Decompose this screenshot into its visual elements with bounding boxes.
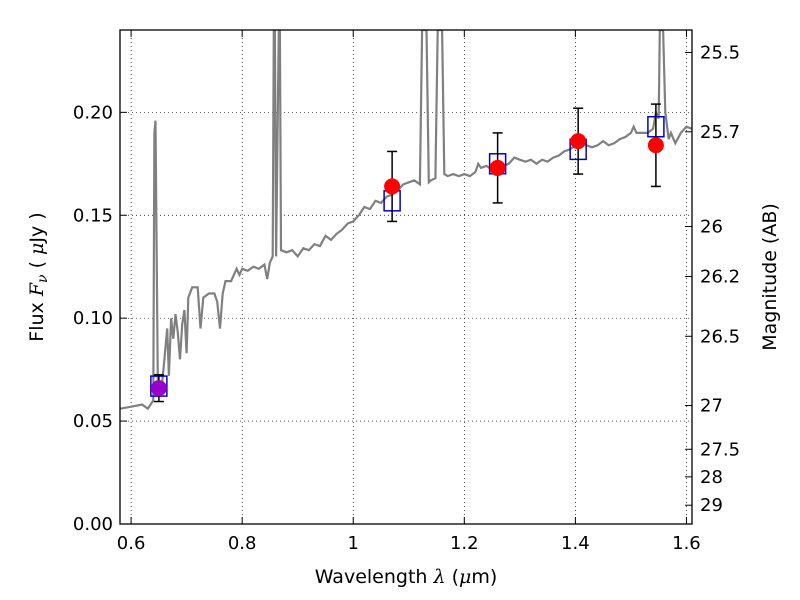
x-axis-label: Wavelength λ (μm)	[315, 566, 498, 588]
y2-tick-label: 25.7	[700, 122, 740, 143]
y2-tick-label: 27.5	[700, 439, 740, 460]
y2-tick-label: 26.2	[700, 267, 740, 288]
x-tick-label: 1	[348, 533, 359, 554]
y2-tick-label: 29	[700, 495, 723, 516]
y-tick-label: 0.15	[73, 205, 113, 226]
y-axis-label: Flux Fν ( μJy )	[26, 212, 51, 341]
plot-area	[120, 30, 692, 411]
observed-photometry-point	[570, 133, 587, 150]
y2-tick-label: 27	[700, 396, 723, 417]
x-tick-label: 1.6	[672, 533, 701, 554]
model-spectrum-line	[120, 30, 692, 411]
grid-lines	[120, 30, 692, 525]
y2-axis-label: Magnitude (AB)	[759, 203, 781, 351]
y2-tick-label: 26	[700, 216, 723, 237]
axis-ticks: 0.6 0.8 1 1.2 1.4 1.6 0.00 0.05 0.10 0.15 0.20 25.5…	[73, 30, 740, 554]
x-tick-label: 1.2	[450, 533, 479, 554]
y-tick-label: 0.20	[73, 102, 113, 123]
observed-photometry-point	[150, 380, 167, 397]
observed-photometry-point	[489, 159, 506, 176]
y2-tick-label: 26.5	[700, 326, 740, 347]
y-tick-label: 0.10	[73, 308, 113, 329]
x-tick-label: 0.6	[117, 533, 146, 554]
y-tick-label: 0.00	[73, 514, 113, 535]
x-tick-label: 0.8	[228, 533, 257, 554]
y2-tick-label: 25.5	[700, 42, 740, 63]
y2-tick-label: 28	[700, 467, 723, 488]
observed-photometry-point	[384, 178, 401, 195]
x-tick-label: 1.4	[561, 533, 590, 554]
y-tick-label: 0.05	[73, 411, 113, 432]
plot-frame	[119, 29, 693, 525]
observed-photometry-point	[647, 137, 664, 154]
